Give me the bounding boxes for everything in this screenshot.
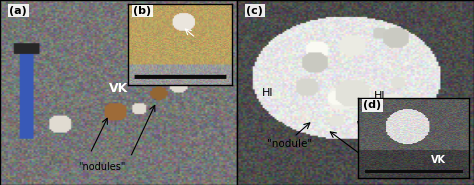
Text: "nodules": "nodules" bbox=[78, 162, 126, 171]
Text: Hl: Hl bbox=[262, 88, 273, 97]
Text: VK: VK bbox=[430, 155, 446, 165]
Text: Na-Ca-Cb: Na-Ca-Cb bbox=[369, 165, 427, 175]
Text: VK: VK bbox=[109, 82, 128, 95]
Text: Hl: Hl bbox=[374, 91, 385, 101]
Text: (d): (d) bbox=[364, 100, 382, 110]
Text: (c): (c) bbox=[246, 6, 264, 16]
Text: (a): (a) bbox=[9, 6, 27, 16]
Text: (b): (b) bbox=[133, 6, 151, 16]
Text: "nodule": "nodule" bbox=[266, 139, 312, 149]
